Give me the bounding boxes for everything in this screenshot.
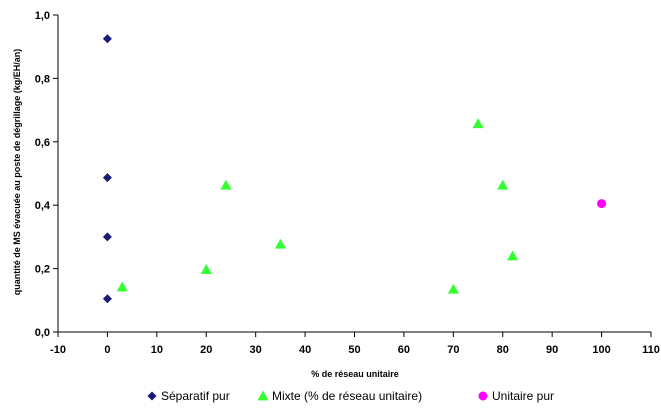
data-points [102,34,607,304]
y-tick-label: 0,2 [35,264,50,276]
axes [53,14,652,337]
separatif-point [102,294,112,304]
y-tick-label: 0,6 [35,137,50,149]
separatif-point [102,232,112,242]
y-tick-label: 0,8 [35,73,50,85]
mixte-point [497,179,509,190]
x-tick-label: 110 [642,344,660,356]
y-tick-label: 0,0 [35,327,50,339]
separatif-point [102,173,112,183]
x-tick-label: 30 [250,344,262,356]
x-tick-label: 90 [546,344,558,356]
x-tick-label: 10 [151,344,163,356]
unitaire-point [597,199,607,209]
legend-mixte-marker [257,390,269,401]
y-tick-labels: 0,0 0,2 0,4 0,6 0,8 1,0 [35,10,51,339]
mixte-point [472,118,484,129]
mixte-point [200,264,212,274]
legend-unitaire-label: Unitaire pur [492,389,554,403]
mixte-point [447,283,459,294]
x-tick-label: 20 [200,344,212,356]
x-tick-label: 60 [398,344,410,356]
legend: Séparatif pur Mixte (% de réseau unitaire… [147,389,554,403]
legend-separatif-marker [147,391,157,401]
x-tick-labels: -10 0 10 20 30 40 50 60 70 80 90 100 110 [50,344,660,356]
x-tick-label: 70 [447,344,459,356]
legend-unitaire-marker [478,391,488,401]
x-tick-label: 40 [299,344,311,356]
mixte-point [220,179,232,190]
separatif-point [102,34,112,44]
y-axis-title: quantité de MS évacuée au poste de dégri… [12,49,22,296]
legend-separatif-label: Séparatif pur [161,389,230,403]
mixte-point [116,281,128,292]
mixte-point [274,238,286,249]
x-tick-label: 50 [348,344,360,356]
x-tick-label: -10 [50,344,66,356]
legend-mixte-label: Mixte (% de réseau unitaire) [272,389,422,403]
x-axis-title: % de réseau unitaire [311,369,399,379]
y-tick-label: 0,4 [35,200,51,212]
x-tick-label: 80 [497,344,509,356]
mixte-point [507,250,519,261]
y-tick-label: 1,0 [35,10,50,22]
x-tick-label: 100 [592,344,610,356]
x-tick-label: 0 [104,344,110,356]
